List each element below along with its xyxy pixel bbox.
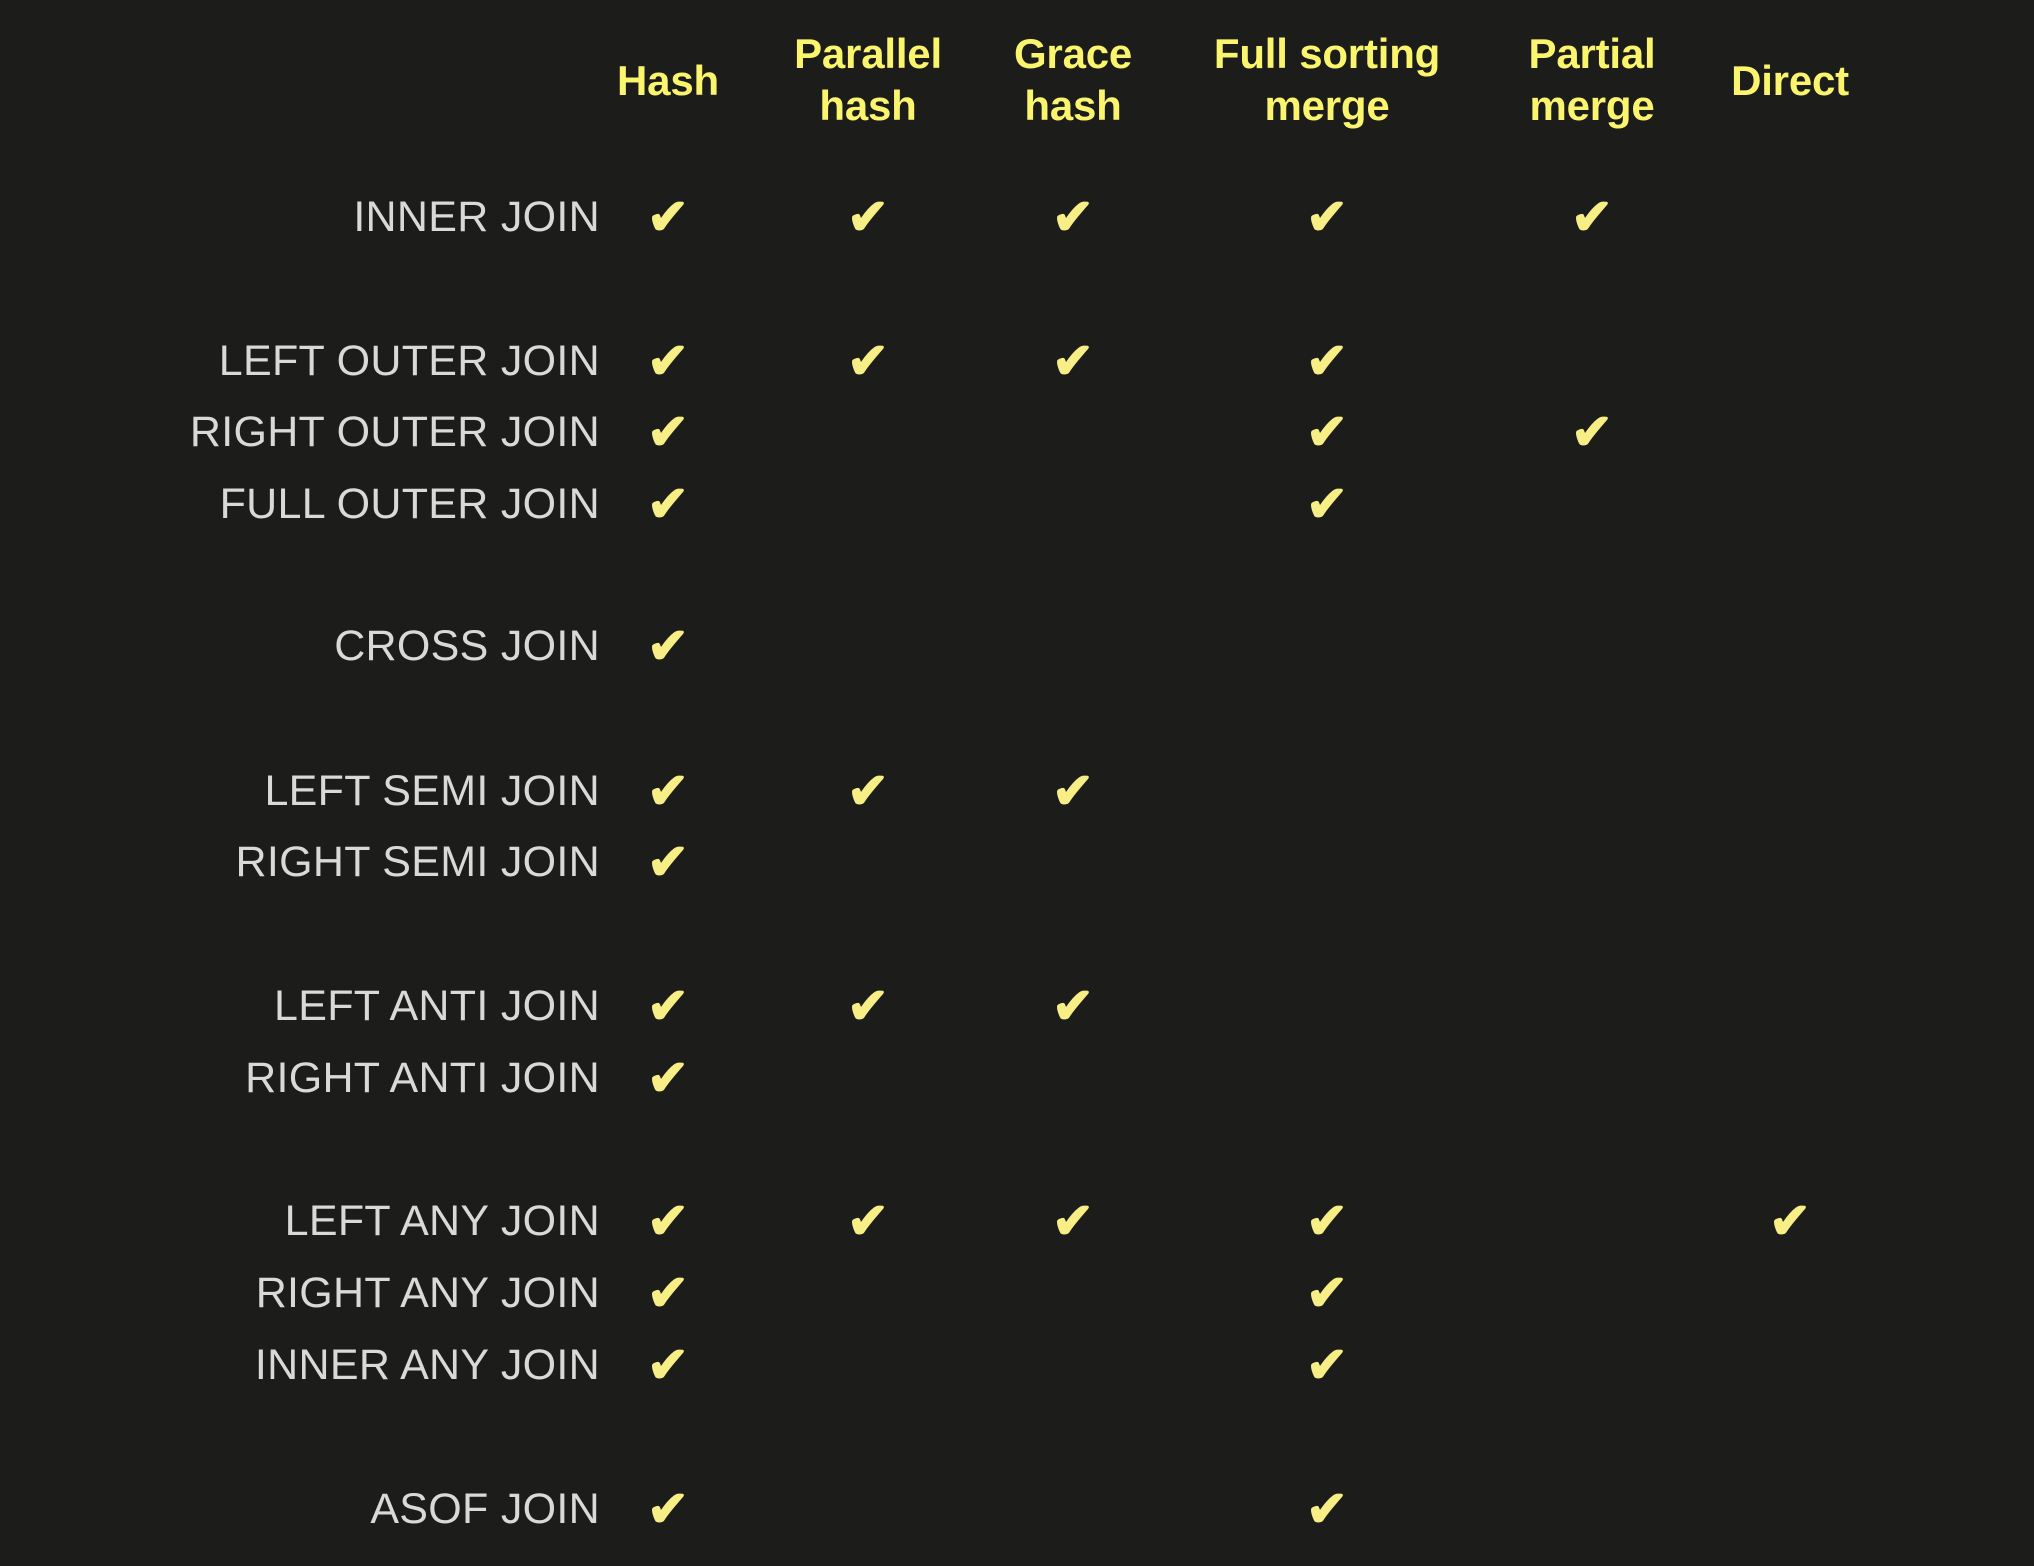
check-icon: ✔ [647,763,689,819]
row-label: LEFT OUTER JOIN [218,337,600,385]
row-label: RIGHT ANTI JOIN [245,1054,600,1102]
check-icon: ✔ [647,1481,689,1537]
row-label: RIGHT SEMI JOIN [235,838,600,886]
check-icon: ✔ [647,834,689,890]
check-icon: ✔ [647,1193,689,1249]
check-icon: ✔ [1306,333,1348,389]
matrix-row: CROSS JOIN ✔ [0,615,2034,677]
column-header-full-sorting-merge: Full sorting merge [1213,30,1441,129]
matrix-row: LEFT ANY JOIN ✔ ✔ ✔ ✔ ✔ [0,1190,2034,1252]
check-icon: ✔ [847,763,889,819]
matrix-row: RIGHT OUTER JOIN ✔ ✔ ✔ [0,401,2034,463]
matrix-row: LEFT ANTI JOIN ✔ ✔ ✔ [0,975,2034,1037]
check-icon: ✔ [1052,1193,1094,1249]
check-icon: ✔ [647,978,689,1034]
check-icon: ✔ [1052,189,1094,245]
check-icon: ✔ [847,978,889,1034]
check-icon: ✔ [1052,333,1094,389]
check-icon: ✔ [1306,1481,1348,1537]
check-icon: ✔ [647,618,689,674]
check-icon: ✔ [1571,189,1613,245]
check-icon: ✔ [647,1265,689,1321]
check-icon: ✔ [1306,1265,1348,1321]
check-icon: ✔ [647,189,689,245]
check-icon: ✔ [847,189,889,245]
check-icon: ✔ [647,404,689,460]
row-label: LEFT SEMI JOIN [264,767,600,815]
check-icon: ✔ [1306,1193,1348,1249]
check-icon: ✔ [1306,1337,1348,1393]
matrix-row: INNER JOIN ✔ ✔ ✔ ✔ ✔ [0,186,2034,248]
column-header-parallel-hash: Parallel hash [794,30,942,129]
matrix-row: RIGHT ANY JOIN ✔ ✔ [0,1262,2034,1324]
row-label: INNER JOIN [353,193,600,241]
check-icon: ✔ [647,333,689,389]
check-icon: ✔ [647,1337,689,1393]
check-icon: ✔ [1052,978,1094,1034]
check-icon: ✔ [1306,189,1348,245]
check-icon: ✔ [647,1050,689,1106]
column-header-partial-merge: Partial merge [1528,30,1656,129]
row-label: RIGHT ANY JOIN [255,1269,600,1317]
check-icon: ✔ [1306,404,1348,460]
check-icon: ✔ [1769,1193,1811,1249]
check-icon: ✔ [1052,763,1094,819]
matrix-header-row: Hash Parallel hash Grace hash Full sorting … [0,0,2034,160]
row-label: CROSS JOIN [334,622,600,670]
row-label: LEFT ANY JOIN [284,1197,600,1245]
matrix-row: FULL OUTER JOIN ✔ ✔ [0,473,2034,535]
row-label: INNER ANY JOIN [254,1341,600,1389]
column-header-direct: Direct [1731,57,1849,104]
row-label: LEFT ANTI JOIN [274,982,600,1030]
row-label: FULL OUTER JOIN [219,480,600,528]
check-icon: ✔ [847,333,889,389]
matrix-row: RIGHT ANTI JOIN ✔ [0,1047,2034,1109]
check-icon: ✔ [1306,476,1348,532]
matrix-row: RIGHT SEMI JOIN ✔ [0,831,2034,893]
check-icon: ✔ [647,476,689,532]
matrix-row: INNER ANY JOIN ✔ ✔ [0,1334,2034,1396]
column-header-grace-hash: Grace hash [1013,30,1133,129]
check-icon: ✔ [1571,404,1613,460]
column-header-hash: Hash [617,57,719,104]
matrix-row: ASOF JOIN ✔ ✔ [0,1478,2034,1540]
matrix-row: LEFT SEMI JOIN ✔ ✔ ✔ [0,760,2034,822]
check-icon: ✔ [847,1193,889,1249]
row-label: ASOF JOIN [370,1485,600,1533]
row-label: RIGHT OUTER JOIN [189,408,600,456]
matrix-row: LEFT OUTER JOIN ✔ ✔ ✔ ✔ [0,330,2034,392]
